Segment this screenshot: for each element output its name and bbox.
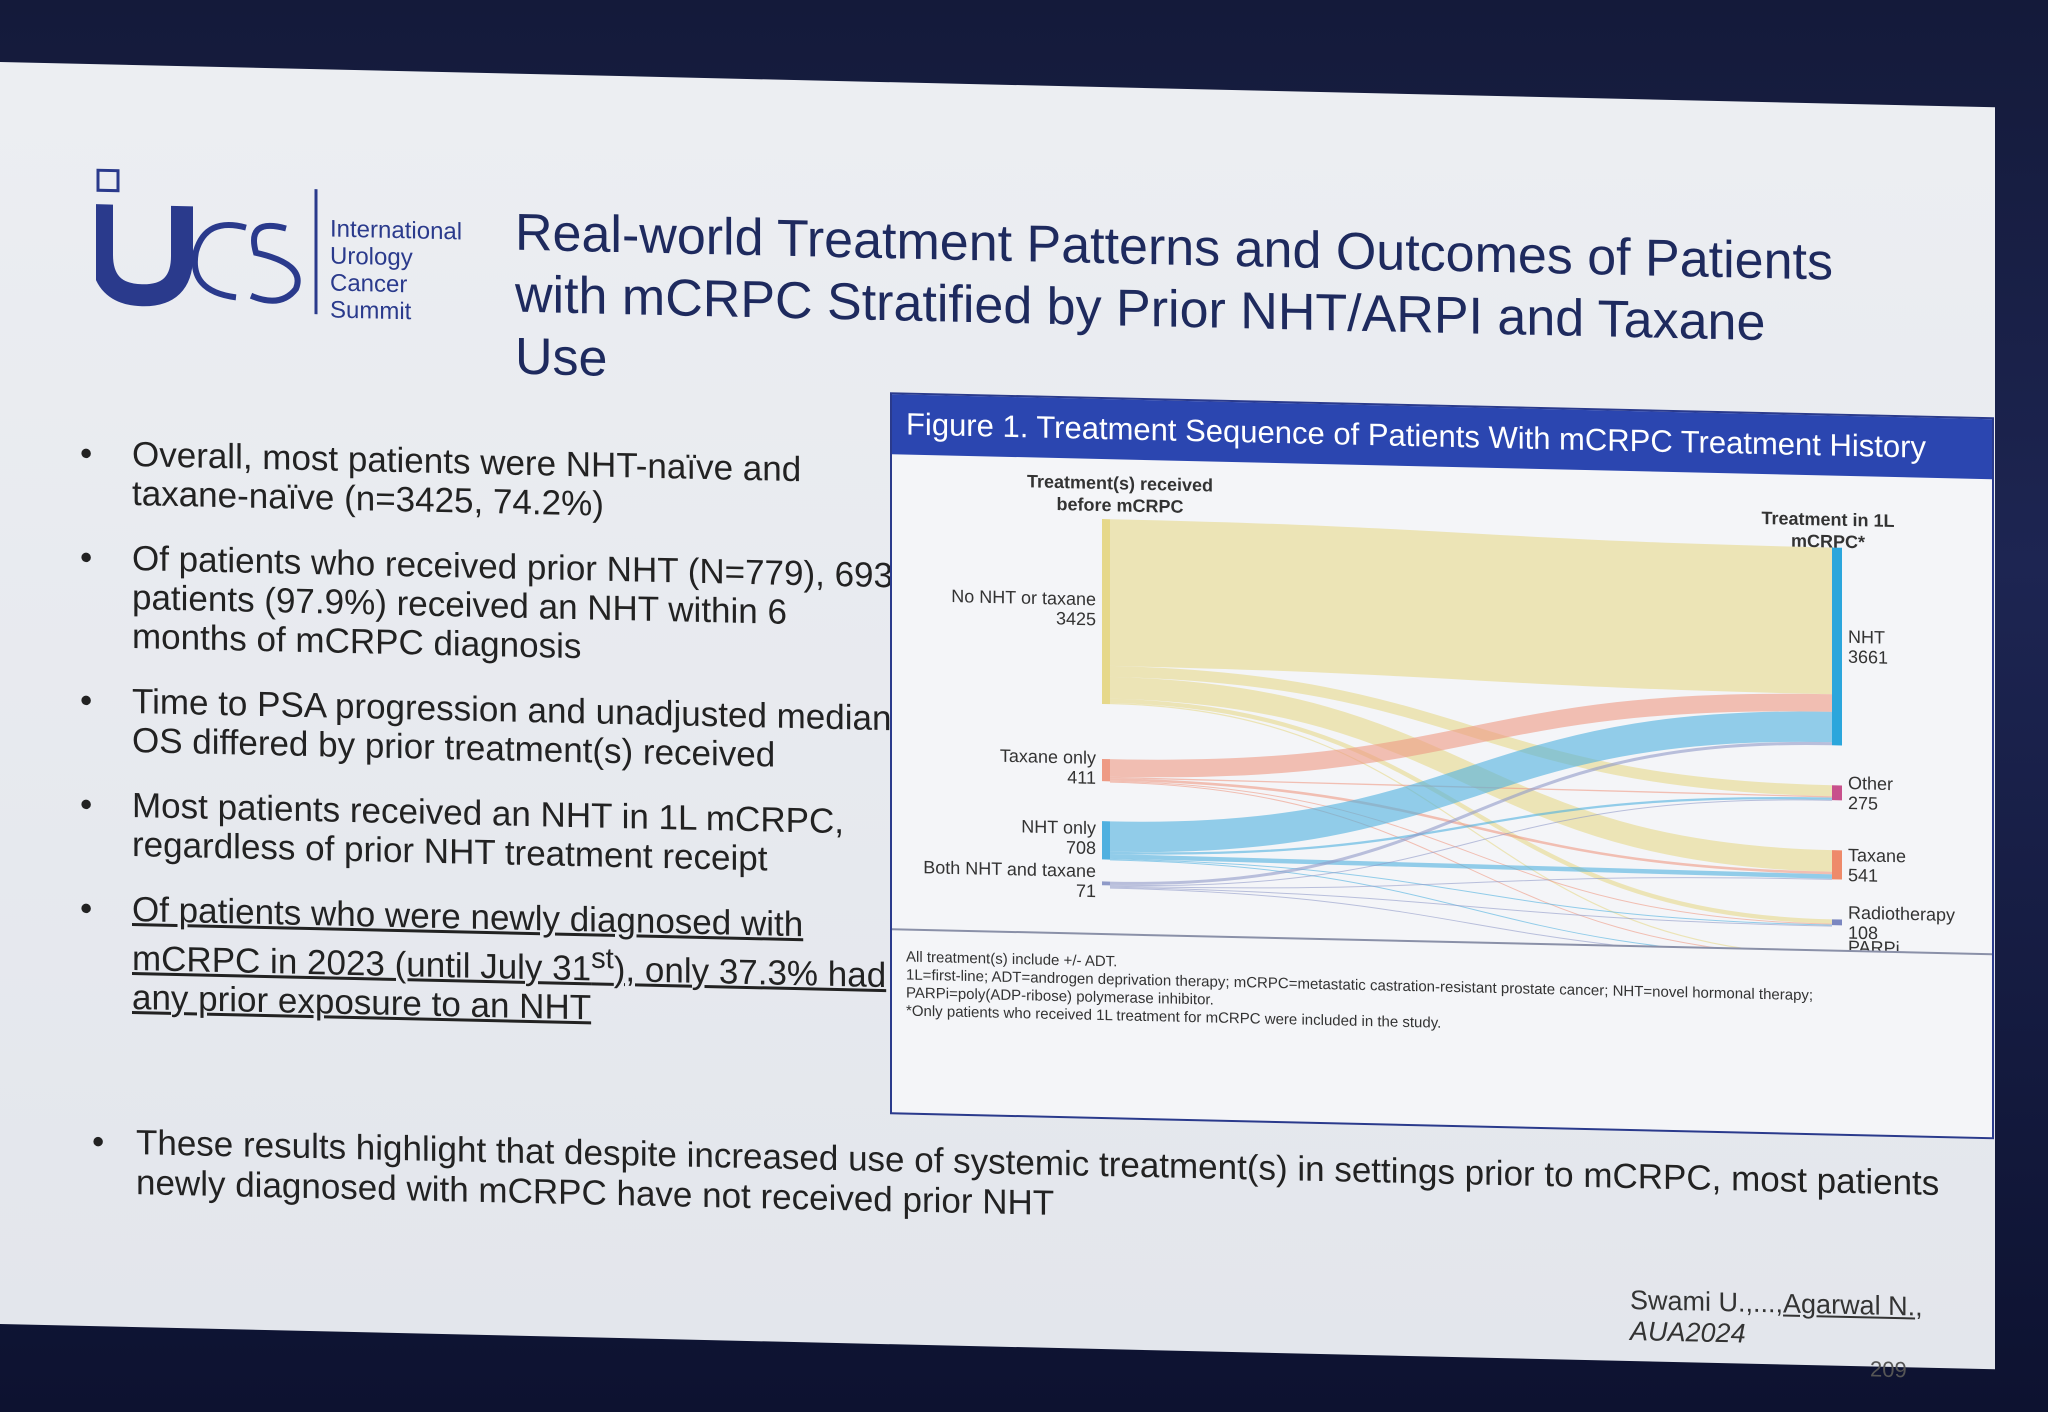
sankey-target-node: [1832, 785, 1842, 801]
bullet-dot: •: [80, 680, 93, 721]
sankey-target-label: Taxane: [1848, 845, 1906, 866]
sankey-target-value: 275: [1848, 793, 1878, 814]
bullet-item: • Overall, most patients were NHT-naïve a…: [80, 434, 900, 531]
bullet-text: Most patients received an NHT in 1L mCRP…: [132, 785, 844, 879]
logo-line: Summit: [330, 296, 412, 326]
sankey-flow: [1109, 780, 1833, 925]
sankey-source-label: Both NHT and taxane: [923, 857, 1096, 881]
sankey-source-value: 708: [1066, 837, 1096, 858]
bullet-text-underlined: Of patients who were newly diagnosed wit…: [132, 890, 886, 1027]
sankey-source-node: [1102, 821, 1110, 860]
citation-separator: ,: [1915, 1291, 1923, 1322]
citation-lead-author: Agarwal N.: [1783, 1288, 1916, 1322]
figure-panel: Figure 1. Treatment Sequence of Patients…: [890, 392, 1994, 1140]
sankey-flow: [1109, 693, 1833, 778]
sankey-flow: [1109, 741, 1833, 885]
sankey-source-value: 71: [1076, 881, 1096, 901]
presentation-slide: International Urology Cancer Summit Real…: [0, 62, 1995, 1382]
bullet-text: Of patients who received prior NHT (N=77…: [132, 538, 893, 667]
figure-footnotes: All treatment(s) include +/- ADT. 1L=fir…: [892, 928, 1992, 1064]
sankey-target-label: Other: [1848, 773, 1893, 794]
summary-text: These results highlight that despite inc…: [136, 1123, 1940, 1223]
sankey-target-node: [1832, 850, 1842, 880]
ius-logo: [91, 164, 476, 323]
logo-line: Urology: [330, 242, 413, 272]
sankey-flow: [1109, 781, 1833, 954]
bullet-item: • Most patients received an NHT in 1L mCR…: [80, 785, 900, 882]
sankey-source-label: Taxane only: [1000, 746, 1096, 768]
sankey-target-value: 108: [1848, 923, 1878, 944]
logo-wordmark: International Urology Cancer Summit: [330, 215, 462, 326]
sankey-target-label: PARPi: [1848, 937, 1900, 953]
left-column-header: before mCRPC: [1056, 494, 1183, 517]
bullet-list: • Overall, most patients were NHT-naïve a…: [80, 434, 900, 1060]
sankey-flow: [1109, 698, 1833, 924]
bullet-text: Overall, most patients were NHT-naïve an…: [132, 434, 802, 524]
sankey-flow: [1109, 858, 1833, 926]
right-column-header: mCRPC*: [1791, 531, 1865, 553]
sankey-source-value: 411: [1067, 767, 1096, 788]
citation: Swami U.,...,Agarwal N., AUA2024: [1630, 1285, 1995, 1355]
logo-line: Cancer: [330, 269, 408, 299]
bullet-dot: •: [80, 433, 93, 474]
bullet-item-underlined: • Of patients who were newly diagnosed wi…: [80, 889, 900, 1034]
summary-bullet: • These results highlight that despite in…: [92, 1122, 1986, 1245]
sankey-target-label: Radiotherapy: [1848, 903, 1955, 925]
citation-authors: Swami U.,...,: [1630, 1284, 1784, 1319]
sankey-source-node: [1102, 519, 1110, 705]
left-column-header: Treatment(s) received: [1027, 471, 1213, 495]
sankey-flow: [1109, 799, 1833, 887]
logo-line: International: [330, 215, 463, 246]
slide-title: Real-world Treatment Patterns and Outcom…: [515, 203, 1833, 388]
sankey-source-label: No NHT or taxane: [951, 586, 1096, 609]
sankey-flow: [1109, 886, 1833, 927]
bullet-dot: •: [80, 537, 93, 578]
sankey-target-value: 541: [1848, 865, 1878, 886]
bullet-dot: •: [80, 784, 93, 825]
citation-venue: AUA2024: [1630, 1315, 1746, 1349]
sankey-source-value: 3425: [1056, 608, 1096, 629]
sankey-flow: [1109, 877, 1833, 889]
bullet-text: Time to PSA progression and unadjusted m…: [132, 681, 892, 775]
ius-logo-mark-icon: [91, 168, 318, 315]
sankey-flow: [1109, 796, 1833, 855]
sankey-flow: [1109, 853, 1833, 879]
sankey-flow: [1109, 519, 1833, 695]
sankey-flow: [1109, 702, 1833, 954]
page-number: 209: [1870, 1356, 1907, 1383]
sankey-flow: [1109, 711, 1833, 853]
right-column-header: Treatment in 1L: [1761, 508, 1894, 531]
sankey-source-node: [1102, 758, 1110, 782]
sankey-target-label: NHT: [1848, 627, 1885, 648]
sankey-target-node: [1832, 547, 1842, 746]
sankey-target-value: 3661: [1848, 647, 1888, 668]
bullet-superscript: st: [591, 942, 614, 975]
bullet-dot: •: [80, 888, 93, 929]
bullet-item: • Of patients who received prior NHT (N=7…: [80, 538, 900, 674]
bullet-dot: •: [92, 1122, 105, 1162]
sankey-target-node: [1832, 919, 1842, 926]
sankey-source-label: NHT only: [1021, 816, 1096, 838]
bullet-item: • Time to PSA progression and unadjusted …: [80, 681, 900, 778]
sankey-source-node: [1102, 881, 1110, 886]
